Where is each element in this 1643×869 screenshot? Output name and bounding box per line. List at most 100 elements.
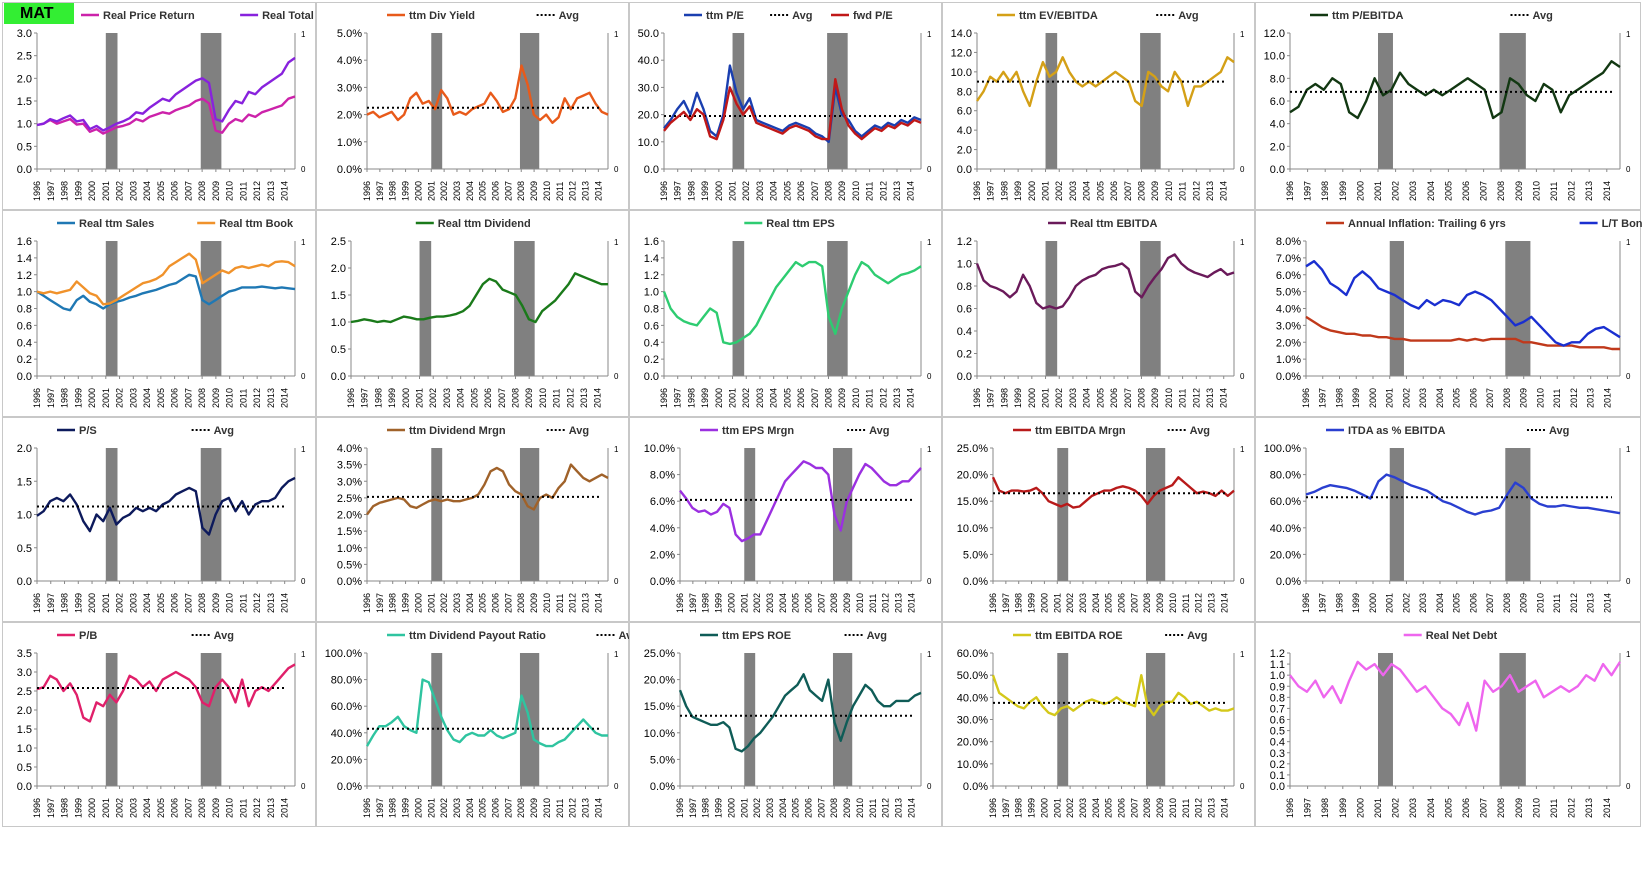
recession-band: [105, 653, 118, 786]
x-tick-label: 2008: [1136, 388, 1146, 408]
x-tick-label: 1998: [1014, 593, 1024, 613]
x-tick-label: 2014: [1602, 593, 1612, 613]
x-tick-label: 2013: [581, 181, 591, 201]
series-line-real-net-debt: [1289, 660, 1622, 732]
y-tick-label: 1.0: [957, 259, 972, 271]
x-tick-label: 2004: [778, 593, 788, 613]
x-tick-label: 2008: [197, 181, 207, 201]
x-tick-label: 2003: [765, 798, 775, 818]
x-tick-label: 2007: [497, 388, 507, 408]
series-line-ttm-ebitda-roe: [991, 674, 1235, 717]
x-tick-label: 2010: [855, 798, 865, 818]
y-tick-label: 0.0: [17, 371, 32, 383]
x-tick-label: 2008: [1502, 593, 1512, 613]
y2-tick-label: 1: [1626, 445, 1631, 454]
y-tick-label: 5.0%: [650, 754, 675, 766]
x-tick-label: 2008: [829, 593, 839, 613]
x-tick-label: 2002: [115, 181, 125, 201]
x-tick-label: 2002: [1401, 593, 1411, 613]
x-tick-label: 1996: [1301, 593, 1311, 613]
series-line-ttm-dividend-mrgn: [366, 463, 609, 516]
chart-panel-16: 0.0 0.5 1.0 1.5 2.0 2.5 3.0 3.5 1 0 1996 1997 1998 19…: [2, 622, 316, 827]
x-tick-label: 2011: [238, 799, 248, 818]
y-tick-label: 0.0: [17, 576, 32, 588]
series-line-real-ttm-dividend: [350, 272, 608, 324]
chart-panel-3: 0.0 10.0 20.0 30.0 40.0 50.0 1 0 1996 1997 1998 199…: [629, 2, 942, 210]
y2-tick-label: 0: [927, 577, 932, 586]
y-tick-label: 0.2: [957, 349, 972, 361]
x-tick-label: 2014: [593, 181, 603, 201]
y-tick-label: 0.8: [17, 304, 32, 316]
chart-svg: 0.0% 20.0% 40.0% 60.0% 80.0% 100.0% 1 0 1996 1997…: [1264, 425, 1631, 613]
x-tick-label: 2010: [542, 181, 552, 201]
series-line-p-b: [36, 663, 296, 723]
y-tick-label: 0.0: [957, 371, 972, 383]
recession-band: [744, 653, 756, 786]
y-tick-label: 2.0%: [1276, 337, 1301, 349]
chart-panel-20: 0.0 0.1 0.2 0.3 0.4 0.5 0.6 0.7 0.8 0.9 1.0 1.1 1.2 1…: [1255, 622, 1641, 827]
x-tick-label: 2008: [823, 388, 833, 408]
x-tick-label: 2013: [581, 798, 591, 818]
x-tick-label: 2011: [238, 594, 248, 613]
x-tick-label: 2010: [851, 388, 861, 408]
x-tick-label: 2009: [1155, 593, 1165, 613]
x-tick-label: 2003: [765, 593, 775, 613]
x-tick-label: 1997: [688, 798, 698, 818]
legend-label: Avg: [559, 10, 579, 22]
y-tick-label: 50.0%: [957, 670, 988, 682]
x-tick-label: 2003: [128, 181, 138, 201]
x-tick-label: 1998: [60, 181, 70, 201]
y-tick-label: 8.0%: [1276, 236, 1301, 248]
legend-label: Avg: [214, 630, 234, 642]
x-tick-label: 2014: [1602, 181, 1612, 201]
chart-panel-17: 0.0% 20.0% 40.0% 60.0% 80.0% 100.0% 1 0 1996 1997…: [316, 622, 631, 827]
x-tick-label: 2000: [1368, 388, 1378, 408]
x-tick-label: 2000: [87, 181, 97, 201]
x-tick-label: 1999: [1013, 388, 1023, 408]
legend-label: Avg: [619, 630, 631, 642]
recession-band: [200, 33, 222, 169]
x-tick-label: 2004: [1435, 388, 1445, 408]
x-tick-label: 2003: [1418, 593, 1428, 613]
x-tick-label: 1999: [387, 388, 397, 408]
x-tick-label: 2003: [442, 388, 452, 408]
y-tick-label: 0.4: [644, 337, 659, 349]
x-tick-label: 2013: [1205, 181, 1215, 201]
x-tick-label: 2010: [225, 181, 235, 201]
y2-tick-label: 0: [1626, 165, 1631, 174]
x-tick-label: 2009: [211, 388, 221, 408]
y-tick-label: 25.0%: [644, 648, 675, 660]
x-tick-label: 2002: [1391, 798, 1401, 818]
x-tick-label: 1997: [688, 593, 698, 613]
x-tick-label: 2013: [1207, 593, 1217, 613]
x-tick-label: 2004: [142, 181, 152, 201]
x-tick-label: 2006: [1109, 388, 1119, 408]
y-tick-label: 0.0%: [337, 164, 362, 176]
x-tick-label: 2001: [426, 181, 436, 201]
x-tick-label: 2006: [1117, 798, 1127, 818]
series-line-ttm-ebitda-mrgn: [991, 476, 1235, 509]
x-tick-label: 2004: [1426, 798, 1436, 818]
x-tick-label: 2001: [1052, 593, 1062, 613]
y-tick-label: 2.0: [17, 443, 32, 455]
chart-panel-10: 0.0% 1.0% 2.0% 3.0% 4.0% 5.0% 6.0% 7.0% 8.0% 1 0 19…: [1255, 210, 1642, 417]
y2-tick-label: 0: [301, 165, 306, 174]
series-line-ttm-p-e: [663, 64, 922, 144]
x-tick-label: 2007: [183, 181, 193, 201]
x-tick-label: 1996: [346, 388, 356, 408]
y-tick-label: 0.0: [644, 371, 659, 383]
x-tick-label: 2010: [1164, 388, 1174, 408]
x-tick-label: 1997: [1303, 798, 1313, 818]
x-tick-label: 2007: [183, 593, 193, 613]
x-tick-label: 1999: [714, 593, 724, 613]
y2-tick-label: 1: [1240, 650, 1245, 659]
y-tick-label: 0.0: [957, 164, 972, 176]
x-tick-label: 2010: [1535, 593, 1545, 613]
x-tick-label: 1997: [46, 388, 56, 408]
chart-svg: 0.0 0.2 0.4 0.6 0.8 1.0 1.2 1 0 1996 1997 1998 1999 2…: [957, 218, 1245, 408]
chart-svg: 0.0 0.5 1.0 1.5 2.0 1 0 1996 1997 1998 1999 2000 200…: [17, 425, 306, 613]
y-tick-label: 0.8: [957, 281, 972, 293]
series-line-ttm-div-yield: [366, 64, 609, 125]
y-tick-label: 6.0%: [650, 496, 675, 508]
